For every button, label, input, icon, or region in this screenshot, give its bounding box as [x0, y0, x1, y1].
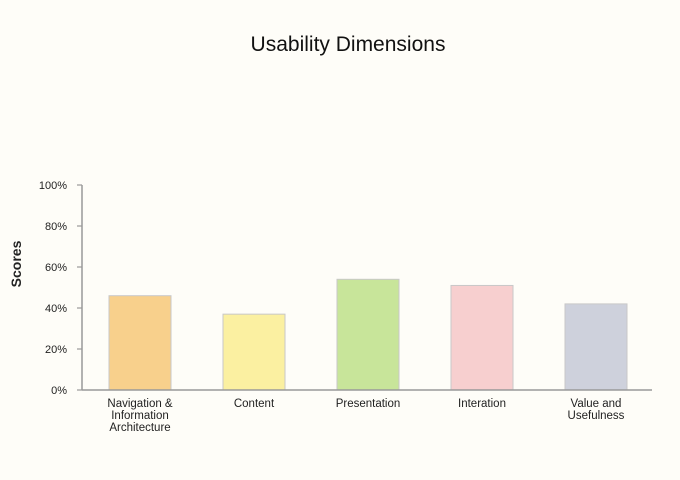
x-category-label: Interation	[458, 398, 506, 410]
y-ticks: 0% 20% 40% 60% 80% 100%	[39, 180, 82, 397]
x-category-label: Navigation & Information Architecture	[107, 398, 173, 434]
bar	[108, 295, 172, 391]
x-category-label-line: Content	[234, 398, 275, 410]
chart-title: Usability Dimensions	[250, 33, 446, 56]
bar	[450, 284, 514, 391]
y-tick-label: 100%	[39, 180, 67, 192]
bar	[222, 313, 286, 391]
y-tick-label: 20%	[45, 344, 67, 356]
x-category-label: Presentation	[336, 398, 401, 410]
bar	[564, 303, 628, 391]
y-tick-label: 80%	[45, 221, 67, 233]
bar	[336, 278, 400, 391]
x-category-label-line: Information	[111, 410, 169, 422]
x-category-label: Content	[234, 398, 275, 410]
y-tick-label: 40%	[45, 303, 67, 315]
x-category-label-line: Architecture	[109, 422, 170, 434]
axes-layer	[81, 185, 652, 391]
x-category-labels: Navigation & Information Architecture Conte…	[107, 398, 624, 434]
x-category-label-line: Navigation &	[107, 398, 173, 410]
x-category-label-line: Interation	[458, 398, 506, 410]
x-category-label-line: Usefulness	[568, 410, 625, 422]
bars-layer	[108, 278, 628, 391]
x-category-label-line: Value and	[571, 398, 622, 410]
y-tick-label: 60%	[45, 262, 67, 274]
x-category-label-line: Presentation	[336, 398, 401, 410]
x-category-label: Value and Usefulness	[568, 398, 625, 422]
y-tick-label: 0%	[51, 385, 67, 397]
y-axis-label: Scores	[8, 240, 24, 287]
